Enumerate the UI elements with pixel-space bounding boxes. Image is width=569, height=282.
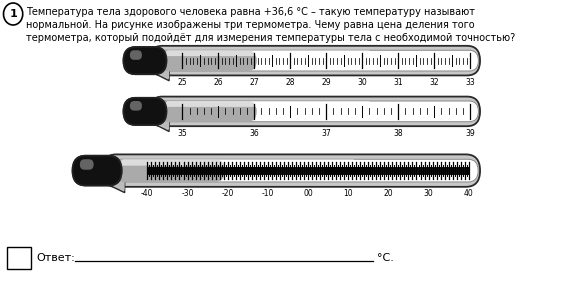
- FancyBboxPatch shape: [130, 101, 142, 111]
- Text: 1: 1: [9, 9, 17, 19]
- FancyBboxPatch shape: [151, 50, 257, 71]
- Text: °C.: °C.: [377, 253, 394, 263]
- FancyBboxPatch shape: [123, 98, 167, 125]
- Text: 38: 38: [393, 129, 403, 138]
- FancyBboxPatch shape: [166, 50, 371, 56]
- Text: 28: 28: [286, 78, 295, 87]
- FancyBboxPatch shape: [123, 47, 167, 74]
- FancyBboxPatch shape: [130, 101, 142, 111]
- Text: 33: 33: [465, 78, 475, 87]
- Text: 39: 39: [465, 129, 475, 138]
- Text: -20: -20: [221, 189, 234, 198]
- FancyBboxPatch shape: [104, 159, 225, 182]
- Circle shape: [3, 3, 23, 25]
- Text: -40: -40: [141, 189, 154, 198]
- Text: 29: 29: [321, 78, 331, 87]
- FancyBboxPatch shape: [151, 101, 257, 122]
- Text: -10: -10: [262, 189, 274, 198]
- Text: 35: 35: [178, 129, 187, 138]
- Text: 40: 40: [464, 189, 473, 198]
- FancyBboxPatch shape: [149, 46, 480, 76]
- Polygon shape: [154, 104, 169, 130]
- FancyBboxPatch shape: [123, 47, 167, 74]
- Polygon shape: [107, 157, 125, 193]
- FancyBboxPatch shape: [151, 50, 479, 71]
- FancyBboxPatch shape: [80, 159, 94, 170]
- Text: 30: 30: [424, 189, 434, 198]
- FancyBboxPatch shape: [104, 159, 478, 182]
- Polygon shape: [154, 99, 169, 131]
- Text: Ответ:: Ответ:: [37, 253, 76, 263]
- Text: 20: 20: [384, 189, 393, 198]
- Text: 36: 36: [249, 129, 259, 138]
- FancyBboxPatch shape: [149, 96, 480, 126]
- Text: -30: -30: [182, 189, 194, 198]
- FancyBboxPatch shape: [102, 154, 480, 187]
- Text: 37: 37: [321, 129, 331, 138]
- FancyBboxPatch shape: [130, 50, 142, 60]
- FancyBboxPatch shape: [151, 101, 479, 122]
- Text: 30: 30: [357, 78, 367, 87]
- Text: 10: 10: [344, 189, 353, 198]
- FancyBboxPatch shape: [80, 159, 94, 170]
- Text: 32: 32: [430, 78, 439, 87]
- Text: Температура тела здорового человека равна +36,6 °C – такую температуру называют
: Температура тела здорового человека равн…: [26, 7, 516, 43]
- Text: 00: 00: [303, 189, 313, 198]
- FancyBboxPatch shape: [166, 101, 371, 107]
- FancyBboxPatch shape: [72, 156, 122, 186]
- Polygon shape: [154, 53, 169, 79]
- Text: 25: 25: [178, 78, 187, 87]
- Text: 26: 26: [213, 78, 223, 87]
- Bar: [7, 247, 31, 269]
- Text: 27: 27: [249, 78, 259, 87]
- FancyBboxPatch shape: [72, 156, 122, 186]
- Polygon shape: [154, 49, 169, 81]
- FancyBboxPatch shape: [130, 50, 142, 60]
- Polygon shape: [107, 162, 125, 191]
- FancyBboxPatch shape: [123, 98, 167, 125]
- Text: 31: 31: [393, 78, 403, 87]
- FancyBboxPatch shape: [121, 159, 355, 166]
